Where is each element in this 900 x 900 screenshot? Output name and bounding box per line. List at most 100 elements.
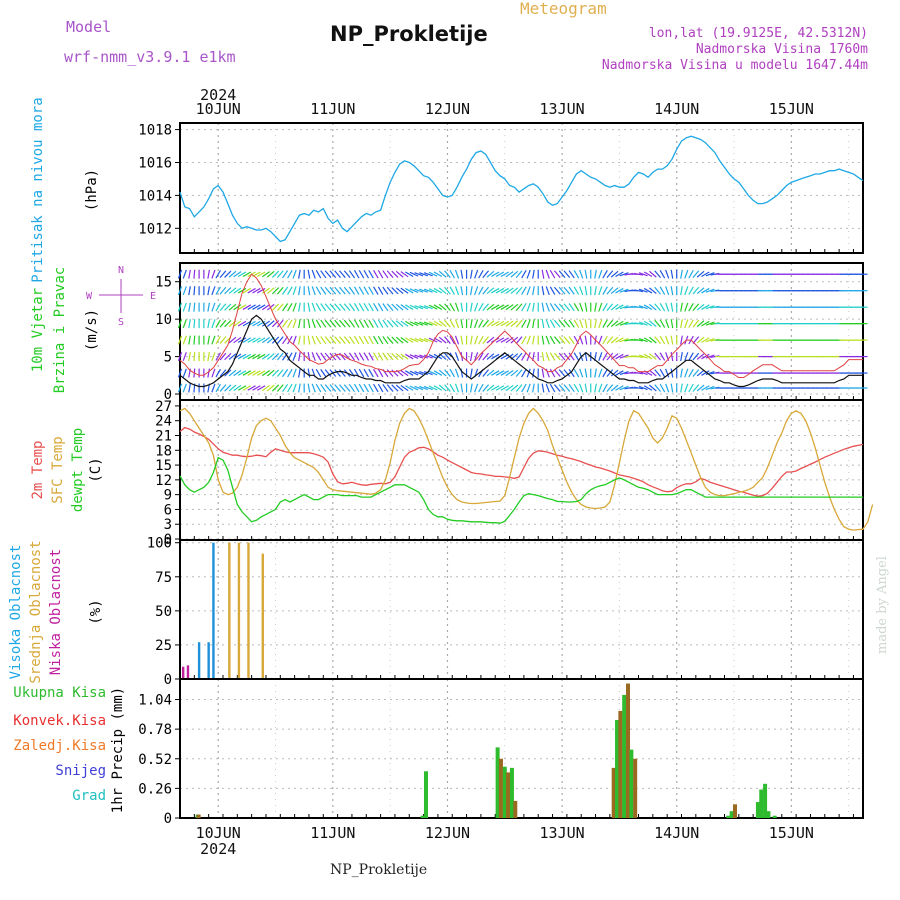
wind-arrow <box>339 384 346 392</box>
wind-arrow <box>405 320 414 327</box>
wind-arrow <box>247 304 256 310</box>
wind-arrow <box>307 319 311 329</box>
wind-arrow <box>320 319 327 328</box>
wind-arrow <box>177 335 183 345</box>
wind-arrow <box>414 370 424 376</box>
wind-arrow <box>358 302 365 312</box>
wind-arrow <box>400 287 409 294</box>
wind-arrow <box>526 302 531 312</box>
wind-arrow <box>444 270 451 279</box>
wind-arrow <box>377 368 384 378</box>
wind-arrow <box>343 303 351 312</box>
wind-arrow <box>510 320 519 327</box>
wind-arrow <box>500 271 509 277</box>
wind-arrow <box>454 368 460 378</box>
wind-arrow <box>271 320 280 328</box>
wind-arrow <box>423 272 433 277</box>
wind-arrow <box>400 271 409 278</box>
wind-arrow <box>553 286 561 295</box>
wind-arrow <box>705 385 715 391</box>
wind-arrow <box>705 321 715 326</box>
wind-arrow <box>428 271 438 277</box>
wind-arrow <box>219 352 227 361</box>
temp2m-line <box>179 426 864 497</box>
wind-arrow <box>563 384 571 392</box>
wind-arrow <box>423 305 433 310</box>
y-tick-label: 75 <box>155 570 172 586</box>
precip-bar <box>772 815 777 818</box>
wind-arrow <box>505 271 514 278</box>
wind-arrow <box>515 336 523 344</box>
high-cloud-title: Visoka Oblacnost <box>8 545 24 680</box>
wind-arrow <box>373 302 379 312</box>
wind-arrow <box>563 270 571 279</box>
wind-arrow <box>495 385 505 391</box>
wind-arrow <box>532 319 535 329</box>
wind-arrow <box>701 287 710 294</box>
precip-bar <box>626 683 631 818</box>
wind-arrow <box>568 303 575 312</box>
wind-arrow <box>598 286 603 296</box>
wind-arrow <box>386 303 394 312</box>
wind-arrow <box>684 383 689 393</box>
panel-4: 0 25 50 75 100 <box>147 536 864 688</box>
y-tick-label: 18 <box>155 443 172 459</box>
wind-arrow <box>324 369 332 377</box>
wind-arrow <box>339 303 346 312</box>
wind-arrow <box>428 304 438 310</box>
wind-arrow <box>541 352 545 362</box>
wind-arrow <box>207 368 211 378</box>
wind-arrow <box>500 304 509 310</box>
wind-arrow <box>573 352 580 361</box>
wind-arrow <box>521 270 527 279</box>
wind-arrow <box>282 383 289 393</box>
wind-arrow <box>649 353 657 360</box>
bottom-day-label-2: 12JUN <box>425 824 470 842</box>
wind-arrow <box>701 353 710 360</box>
wind-arrow <box>606 369 614 377</box>
wind-arrow <box>400 369 409 377</box>
wind-arrow <box>353 286 360 295</box>
wind-arrow <box>454 335 460 345</box>
wind-arrow <box>242 271 252 277</box>
wind-arrow <box>242 287 252 294</box>
wind-arrow <box>615 304 624 310</box>
wind-arrow <box>320 303 327 312</box>
wind-arrow <box>500 385 509 391</box>
wind-arrow <box>233 287 242 294</box>
y-tick-label: 50 <box>155 604 172 620</box>
wind-arrow <box>292 352 297 362</box>
wind-arrow <box>474 335 479 345</box>
wind-arrow <box>339 369 346 377</box>
wind-arrow <box>438 320 447 327</box>
wind-arrow <box>568 270 575 279</box>
wind-arrow <box>207 269 211 279</box>
wind-arrow <box>558 369 566 377</box>
wind-arrow <box>665 335 670 345</box>
wind-arrow <box>610 336 619 344</box>
mid-cloud-bar <box>228 542 231 679</box>
wind-arrow <box>541 302 545 312</box>
wind-arrow <box>444 384 451 392</box>
wind-arrow <box>478 270 484 279</box>
wind-arrow <box>428 354 438 360</box>
y-tick-label: 0 <box>164 532 172 548</box>
wind-arrow <box>670 286 674 296</box>
wind-arrow <box>521 383 527 393</box>
wind-arrow <box>292 286 297 296</box>
wind-arrow <box>449 335 456 345</box>
wind-arrow <box>545 352 550 362</box>
precip-bar <box>732 804 737 818</box>
wind-arrow <box>610 303 619 311</box>
wind-arrow <box>315 302 322 312</box>
wind-arrow <box>553 369 561 377</box>
y-tick-label: 15 <box>155 275 172 291</box>
wind-arrow <box>182 335 187 345</box>
wind-arrow <box>324 303 332 312</box>
wind-arrow <box>701 385 710 391</box>
wind-arrow <box>649 369 657 377</box>
wind-arrow <box>182 319 187 329</box>
wind-arrow <box>594 383 597 393</box>
station-altitude: Nadmorska Visina 1760m <box>695 42 868 57</box>
wind-arrow <box>602 302 608 312</box>
